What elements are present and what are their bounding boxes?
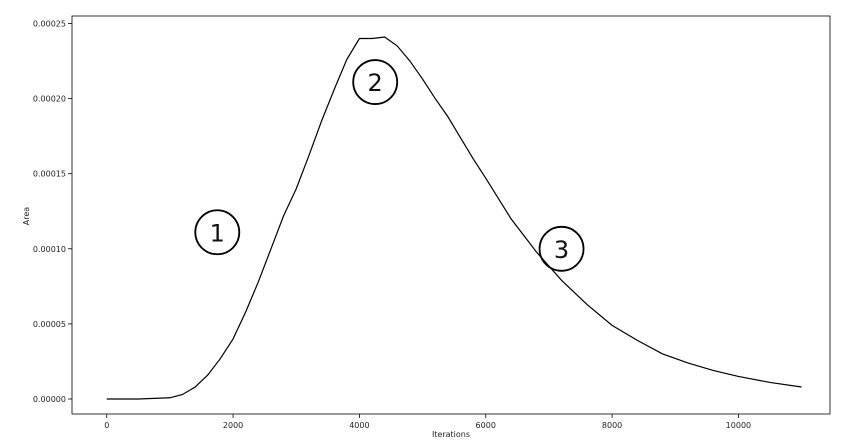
- x-tick-label: 10000: [726, 421, 751, 430]
- x-tick-label: 4000: [349, 421, 369, 430]
- annotation-label: 1: [210, 219, 225, 247]
- y-tick-label: 0.00000: [33, 395, 66, 404]
- y-tick-label: 0.00020: [33, 95, 66, 104]
- annotation-circle: [352, 59, 399, 105]
- x-axis-ticks: 0 2000 4000 6000 8000 10000: [104, 414, 751, 430]
- x-axis-label: Iterations: [432, 430, 470, 439]
- annotation-label: 2: [368, 69, 383, 97]
- y-tick-label: 0.00025: [33, 20, 66, 29]
- x-tick-label: 0: [104, 421, 109, 430]
- annotation-circle: [538, 225, 585, 272]
- x-tick-label: 8000: [602, 421, 622, 430]
- plot-frame: [71, 15, 831, 415]
- y-tick-label: 0.00010: [33, 245, 66, 254]
- series-line: [106, 36, 802, 400]
- y-axis-label: Area: [22, 207, 31, 226]
- annotation-label: 3: [554, 236, 569, 264]
- x-tick-label: 2000: [223, 421, 243, 430]
- y-tick-label: 0.00005: [33, 320, 66, 329]
- y-axis-ticks: 0.00000 0.00005 0.00010 0.00015 0.00020 0.000…: [33, 20, 72, 404]
- annotations: 1 2 3: [194, 59, 585, 272]
- y-tick-label: 0.00015: [33, 170, 66, 179]
- annotation-circle: [194, 209, 241, 256]
- x-tick-label: 6000: [476, 421, 496, 430]
